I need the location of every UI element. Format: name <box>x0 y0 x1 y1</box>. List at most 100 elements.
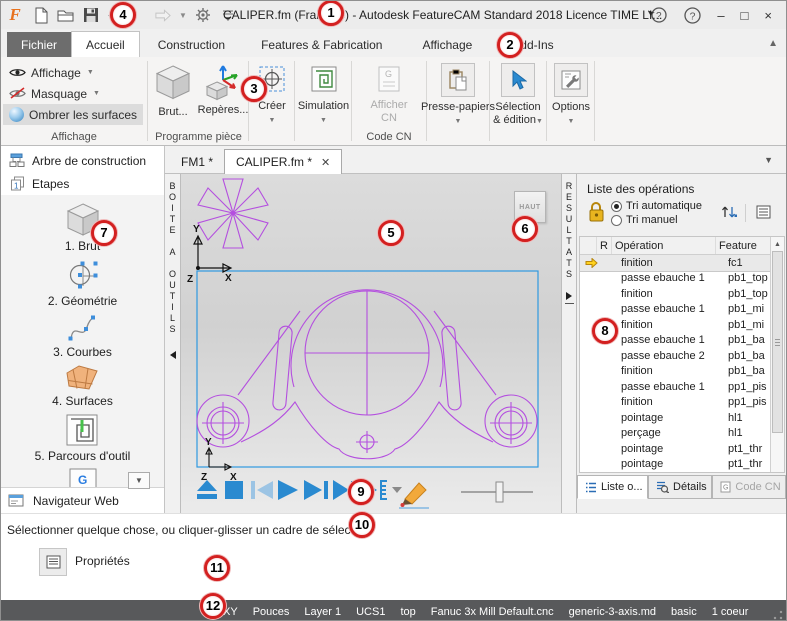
sort-order-button[interactable] <box>719 202 739 222</box>
close-tab-icon[interactable]: ✕ <box>321 156 331 169</box>
redo-dropdown-icon[interactable]: ▼ <box>179 10 187 20</box>
tri-manuel-radio[interactable]: Tri manuel <box>611 214 702 226</box>
operation-row[interactable]: finition pb1_top <box>580 286 770 302</box>
tri-automatique-radio[interactable]: Tri automatique <box>611 200 702 212</box>
operation-row[interactable]: passe ebauche 1 pb1_ba <box>580 333 770 349</box>
affichage-menu-button[interactable]: Affichage ▼ <box>3 62 143 83</box>
creer-button[interactable]: Créer ▼ <box>250 61 294 127</box>
help-icon[interactable]: ? <box>684 6 701 24</box>
collapse-left-panel-icon[interactable] <box>169 351 176 359</box>
operation-row[interactable]: finition pp1_pis <box>580 395 770 411</box>
status-prompt: Sélectionner quelque chose, ou cliquer-g… <box>7 523 370 537</box>
operation-row[interactable]: finition pb1_mi <box>580 317 770 333</box>
statusbar-item[interactable]: UCS1 <box>356 605 386 618</box>
current-operation-arrow-icon <box>580 257 600 268</box>
tab-construction[interactable]: Construction <box>157 37 226 52</box>
maximize-button[interactable]: □ <box>740 7 749 23</box>
op-name-cell: finition <box>621 287 653 300</box>
graphics-canvas[interactable]: Y X Z Y Z X <box>181 174 561 513</box>
settings-gear-icon[interactable] <box>194 6 212 24</box>
step-surfaces[interactable]: 4. Surfaces <box>52 364 113 408</box>
list-view-button[interactable] <box>753 202 773 222</box>
column-r[interactable]: R <box>597 237 612 254</box>
statusbar-item[interactable]: generic-3-axis.md <box>568 605 657 618</box>
step-courbes[interactable]: 3. Courbes <box>53 313 112 359</box>
stock-cube-icon <box>154 64 192 100</box>
brut-button[interactable]: Brut... <box>149 61 197 119</box>
resize-grip[interactable] <box>773 610 783 620</box>
customize-toolbar-icon[interactable] <box>219 6 237 24</box>
arbre-construction-item[interactable]: Arbre de construction <box>1 149 164 172</box>
gcode-document-icon: G <box>376 65 402 93</box>
operation-row[interactable]: passe ebauche 1 pb1_mi <box>580 302 770 318</box>
operation-row[interactable]: perçage hl1 <box>580 426 770 442</box>
create-feature-icon <box>258 65 286 93</box>
operation-row[interactable]: passe ebauche 2 pb1_ba <box>580 348 770 364</box>
operation-row[interactable]: pointage pt1_thr <box>580 457 770 473</box>
scroll-up-icon[interactable]: ▲ <box>774 240 781 248</box>
tab-affichage[interactable]: Affichage <box>422 37 473 52</box>
statusbar-item[interactable]: 1 coeur <box>711 605 749 618</box>
column-operation[interactable]: Opération <box>612 237 716 254</box>
doc-tab-fm1[interactable]: FM1 * <box>181 155 214 169</box>
operation-row[interactable]: passe ebauche 1 pp1_pis <box>580 379 770 395</box>
step-geometrie[interactable]: 2. Géométrie <box>48 258 117 308</box>
expand-results-panel-icon[interactable] <box>566 292 572 300</box>
etapes-item[interactable]: 1 Etapes <box>1 172 164 195</box>
save-icon[interactable] <box>82 6 100 24</box>
proprietes-icon[interactable] <box>39 548 67 576</box>
operations-table-header[interactable]: R Opération Feature <box>580 237 770 255</box>
steps-flyout-button[interactable]: ▼ <box>128 472 150 489</box>
tab-liste-operations[interactable]: Liste o... <box>577 475 649 499</box>
tab-fichier[interactable]: Fichier <box>7 32 72 57</box>
close-button[interactable]: × <box>764 7 772 23</box>
annotation-circle-10: 10 <box>349 512 375 538</box>
options-tools-icon <box>554 63 588 97</box>
navigateur-web-item[interactable]: Navigateur Web <box>1 487 164 513</box>
statusbar-item[interactable]: basic <box>671 605 697 618</box>
scrollbar-thumb[interactable] <box>772 251 783 433</box>
sim-mode-dropdown-icon <box>392 487 402 493</box>
column-feature[interactable]: Feature <box>719 239 757 252</box>
step-parcours-outil[interactable]: 5. Parcours d'outil <box>35 413 130 463</box>
presse-papiers-button[interactable]: Presse-papiers ▼ <box>421 61 495 128</box>
masquage-menu-button[interactable]: Masquage ▼ <box>3 83 143 104</box>
ombrer-surfaces-button[interactable]: Ombrer les surfaces <box>3 104 144 125</box>
operation-row[interactable]: finition pb1_ba <box>580 364 770 380</box>
redo-icon[interactable] <box>154 6 172 24</box>
minimize-button[interactable]: – <box>717 7 725 23</box>
operation-row[interactable]: passe ebauche 1 pb1_top <box>580 271 770 287</box>
tab-list-dropdown-icon[interactable]: ▼ <box>764 155 773 165</box>
tab-features-fabrication[interactable]: Features & Fabrication <box>261 37 383 52</box>
step-forward-button <box>304 480 328 500</box>
options-button[interactable]: Options ▼ <box>548 61 594 128</box>
svg-text:G: G <box>723 485 728 492</box>
operation-row[interactable]: pointage pt1_thr <box>580 441 770 457</box>
annotation-circle-3: 3 <box>241 76 267 102</box>
statusbar-item[interactable]: Fanuc 3x Mill Default.cnc <box>430 605 554 618</box>
doc-tab-caliper[interactable]: CALIPER.fm * ✕ <box>224 149 343 174</box>
operations-scrollbar[interactable]: ▲ <box>770 237 784 472</box>
operation-row[interactable]: pointage hl1 <box>580 410 770 426</box>
new-document-icon[interactable] <box>32 6 50 24</box>
simulation-toolbar[interactable] <box>181 477 561 511</box>
statusbar-item[interactable]: Pouces <box>252 605 290 618</box>
selection-edition-button[interactable]: Sélection & édition▼ <box>491 61 545 128</box>
collapse-ribbon-icon[interactable]: ▲ <box>768 38 778 49</box>
statusbar-item[interactable]: XY <box>223 605 238 618</box>
operation-row[interactable]: finition fc1 <box>580 255 770 272</box>
reperes-button[interactable]: Repères... <box>197 61 249 117</box>
context-help-icon[interactable]: ? <box>648 6 668 24</box>
statusbar-item[interactable]: top <box>400 605 416 618</box>
open-folder-icon[interactable] <box>57 6 75 24</box>
tab-accueil[interactable]: Accueil <box>71 31 140 58</box>
tab-details[interactable]: Détails <box>648 475 713 499</box>
step-code-cn-partial[interactable]: G <box>68 468 98 487</box>
steps-panel-header: Arbre de construction 1 Etapes <box>1 146 164 195</box>
statusbar-item[interactable]: Layer 1 <box>304 605 342 618</box>
tab-code-cn: G Code CN <box>712 475 786 499</box>
simulation-button[interactable]: Simulation ▼ <box>296 61 351 127</box>
steps-list: 1. Brut 2. Géométrie 3. Courbes <box>1 195 164 487</box>
